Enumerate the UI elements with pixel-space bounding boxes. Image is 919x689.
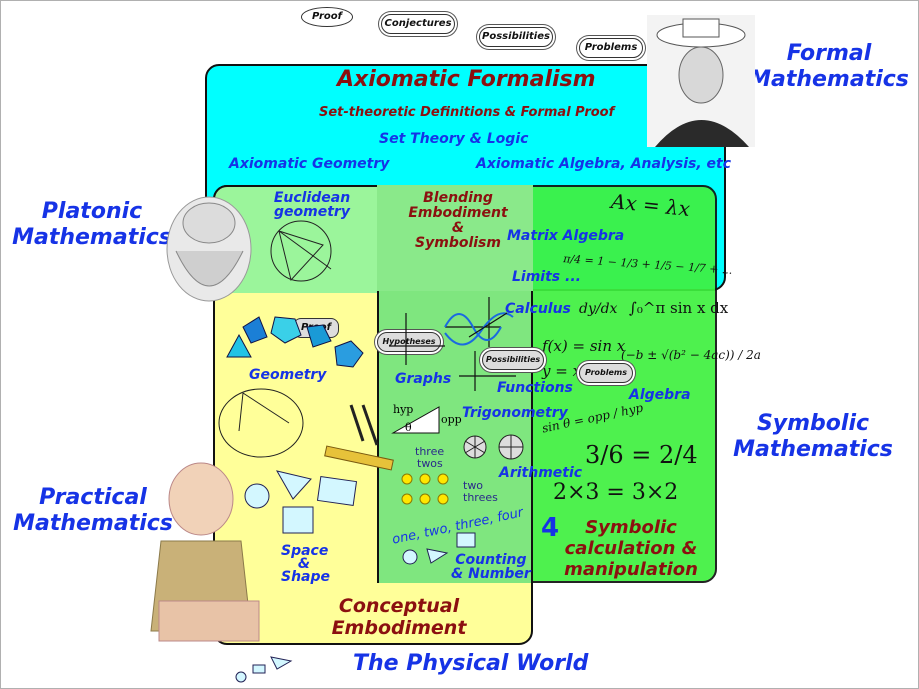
- platonic-world-label: Platonic Mathematics: [12, 199, 172, 250]
- axiomatic-geometry-label: Axiomatic Geometry: [229, 156, 390, 172]
- problems-inner-bubble: Problems: [579, 363, 633, 383]
- opp-label: opp: [441, 413, 462, 426]
- fx-expression: f(x) = sin x: [542, 337, 626, 355]
- three-label: three: [415, 445, 444, 458]
- blending-label: Blending Embodiment & Symbolism: [408, 190, 508, 251]
- basic-shapes-icon: [244, 470, 476, 565]
- integral-expression: ∫₀^π sin x dx: [629, 299, 729, 317]
- circle-sketch-icon: [218, 388, 304, 458]
- axiomatic-formalism-title: Axiomatic Formalism: [337, 67, 596, 92]
- fraction-circles-icon: [463, 434, 524, 460]
- hilbert-portrait-icon: [647, 15, 755, 147]
- graphs-label: Graphs: [395, 371, 452, 387]
- set-theoretic-line: Set-theoretic Definitions & Formal Proof: [319, 105, 615, 120]
- counting-number-label: Counting & Number: [451, 552, 531, 582]
- quadratic-formula: (−b ± √(b² − 4ac)) / 2a: [621, 348, 761, 362]
- problems-bubble: Problems: [579, 38, 643, 58]
- floor-shapes-icon: [235, 656, 293, 683]
- trigonometry-label: Trigonometry: [462, 405, 568, 421]
- practical-world-label: Practical Mathematics: [13, 485, 173, 536]
- dydx-expression: dy/dx: [579, 301, 618, 317]
- compass-ruler-icon: [324, 404, 394, 471]
- product-equation: 2×3 = 3×2: [553, 480, 679, 505]
- hyp-label: hyp: [393, 403, 413, 416]
- blend-top-region: [377, 185, 533, 291]
- fractions-equation: 3/6 = 2/4: [585, 441, 698, 469]
- conceptual-embodiment-label: Conceptual Embodiment: [331, 595, 467, 639]
- possibilities-bubble: Possibilities: [479, 27, 553, 47]
- threes-label: threes: [463, 491, 498, 504]
- yx-expression: y = x: [542, 362, 582, 380]
- functions-label: Functions: [497, 380, 573, 396]
- counting-dots-icon: [401, 473, 449, 505]
- euclid-circle-icon: [270, 220, 332, 282]
- tangent-line-icon: [468, 312, 508, 338]
- matrix-algebra-label: Matrix Algebra: [507, 228, 625, 244]
- four-numeral: 4: [541, 513, 560, 543]
- theta-label: θ: [405, 421, 412, 434]
- sine-wave-icon: [444, 313, 502, 341]
- algebra-label: Algebra: [629, 387, 691, 403]
- trig-triangle-icon: hyp opp θ: [391, 403, 462, 434]
- twos-label: twos: [417, 457, 443, 470]
- formal-world-label: Formal Mathematics: [749, 41, 909, 92]
- proof-bubble: Proof: [301, 7, 353, 27]
- polyhedra-icon: [226, 316, 364, 368]
- baby-photo-icon: [150, 462, 260, 642]
- space-shape-label: Space & Shape: [281, 543, 331, 585]
- euclidean-geometry-label: Euclidean geometry: [273, 190, 351, 220]
- graph-axes-icon: [389, 297, 516, 391]
- symbolic-calc-label: Symbolic calculation & manipulation: [564, 517, 698, 580]
- pythagoras-portrait-icon: [166, 196, 252, 302]
- conjectures-bubble: Conjectures: [381, 14, 455, 34]
- set-theory-logic-line: Set Theory & Logic: [379, 131, 529, 147]
- geometry-label: Geometry: [249, 367, 327, 383]
- symbolic-world-label: Symbolic Mathematics: [733, 411, 893, 462]
- cos-wave-icon: [444, 312, 514, 346]
- axiomatic-algebra-label: Axiomatic Algebra, Analysis, etc: [476, 156, 732, 172]
- possibilities-inner-bubble: Possibilities: [482, 350, 544, 370]
- arithmetic-label: Arithmetic: [499, 465, 583, 481]
- hypotheses-bubble: Hypotheses: [377, 332, 441, 352]
- limits-label: Limits ...: [512, 269, 581, 285]
- calculus-label: Calculus: [505, 301, 571, 317]
- physical-world-label: The Physical World: [353, 651, 589, 676]
- two-label: two: [463, 479, 483, 492]
